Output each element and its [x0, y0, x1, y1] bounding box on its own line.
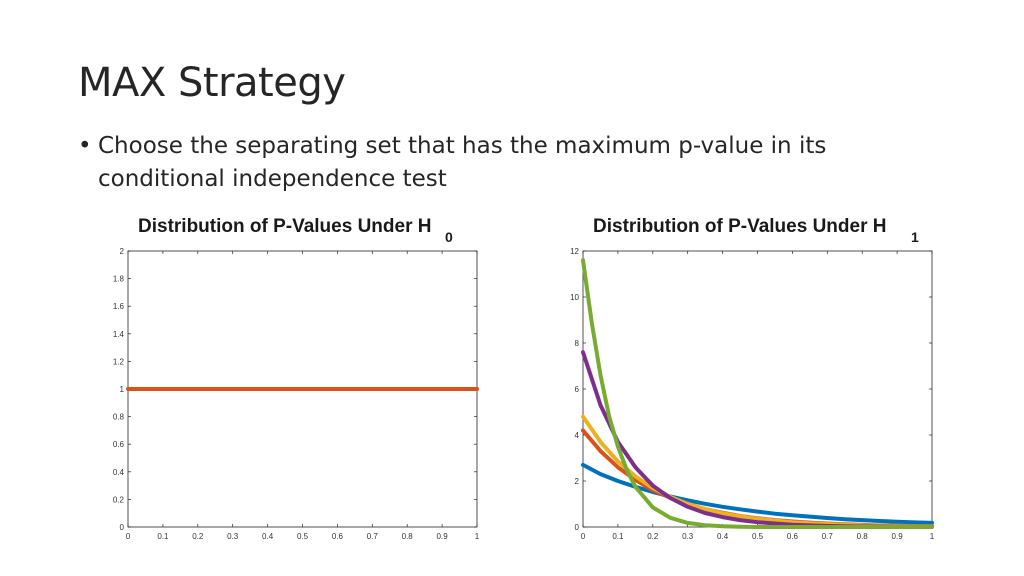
x-tick-label: 0.7: [367, 532, 379, 541]
x-tick-label: 0.2: [192, 532, 204, 541]
x-tick-label: 0.9: [437, 532, 449, 541]
x-tick-label: 0.6: [787, 532, 799, 541]
y-tick-label: 12: [570, 247, 579, 256]
x-tick-label: 0.1: [157, 532, 169, 541]
x-tick-label: 0.7: [822, 532, 834, 541]
y-tick-label: 2: [120, 247, 125, 256]
y-tick-label: 1.2: [113, 357, 125, 366]
chart-title-subscript: 1: [911, 229, 919, 245]
chart-title: Distribution of P-Values Under H: [593, 216, 886, 237]
y-tick-label: 1.6: [113, 302, 125, 311]
x-tick-label: 0.3: [682, 532, 694, 541]
y-tick-label: 4: [575, 431, 580, 440]
x-tick-label: 0.5: [297, 532, 309, 541]
x-tick-label: 0.6: [332, 532, 344, 541]
y-tick-label: 1: [120, 385, 125, 394]
y-tick-label: 1.4: [113, 330, 125, 339]
y-tick-label: 6: [575, 385, 580, 394]
y-tick-label: 0.8: [113, 413, 125, 422]
x-tick-label: 0.8: [857, 532, 869, 541]
x-tick-label: 0.5: [752, 532, 764, 541]
y-tick-label: 0.6: [113, 440, 125, 449]
y-tick-label: 0.2: [113, 495, 125, 504]
series-line-1: [581, 462, 934, 525]
bullet-text: Choose the separating set that has the m…: [98, 133, 827, 192]
y-tick-label: 0: [575, 523, 580, 532]
chart-title: Distribution of P-Values Under H: [138, 216, 431, 237]
x-tick-label: 0.4: [262, 532, 274, 541]
x-tick-label: 1: [475, 532, 480, 541]
chart-title-subscript: 0: [445, 229, 453, 245]
x-tick-label: 0.8: [402, 532, 414, 541]
slide-title: MAX Strategy: [78, 60, 346, 106]
x-tick-label: 0.2: [647, 532, 659, 541]
x-tick-label: 0: [126, 532, 131, 541]
x-tick-label: 0.1: [612, 532, 624, 541]
x-tick-label: 0.9: [892, 532, 904, 541]
y-tick-label: 0: [120, 523, 125, 532]
series-line-5: [581, 258, 934, 529]
x-tick-label: 0.3: [227, 532, 239, 541]
x-tick-label: 0: [581, 532, 586, 541]
x-tick-label: 1: [930, 532, 935, 541]
x-tick-label: 0.4: [717, 532, 729, 541]
y-tick-label: 8: [575, 339, 580, 348]
y-tick-label: 2: [575, 477, 580, 486]
y-tick-label: 10: [570, 293, 579, 302]
y-tick-label: 0.4: [113, 468, 125, 477]
bullet-dot: •: [78, 133, 92, 159]
y-tick-label: 1.8: [113, 275, 125, 284]
